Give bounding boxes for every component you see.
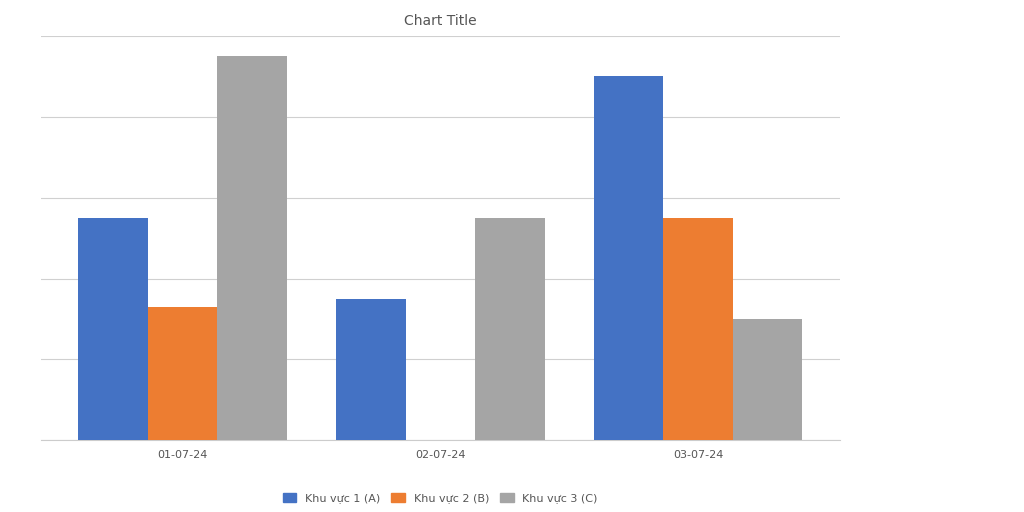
Bar <box>217 56 287 440</box>
Bar <box>336 298 406 440</box>
Bar <box>594 76 664 440</box>
Bar <box>147 307 217 440</box>
Bar <box>733 319 803 440</box>
Legend: Khu vực 1 (A), Khu vực 2 (B), Khu vực 3 (C): Khu vực 1 (A), Khu vực 2 (B), Khu vực 3 … <box>279 488 602 507</box>
Bar <box>475 218 545 440</box>
Bar <box>664 218 733 440</box>
Bar <box>78 218 147 440</box>
Title: Chart Title: Chart Title <box>404 14 476 28</box>
